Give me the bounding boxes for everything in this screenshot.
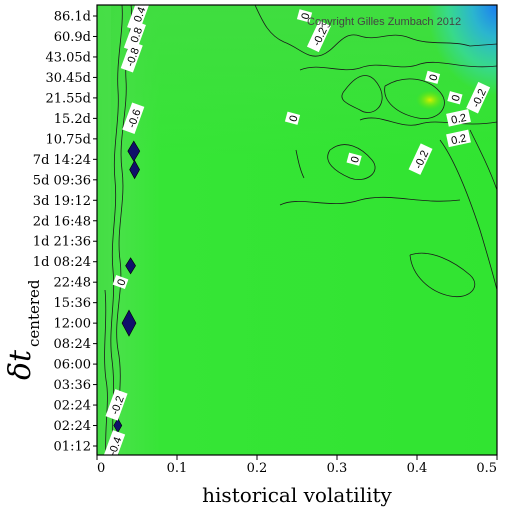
y-tick-label: 5d 09:36 xyxy=(33,173,91,188)
contour-label-box xyxy=(447,91,463,105)
contour-label-box xyxy=(446,109,471,127)
contour-line xyxy=(409,252,476,298)
contour-label-box xyxy=(120,41,143,73)
contour-line xyxy=(104,289,108,456)
y-tick-label: 03:36 xyxy=(54,378,91,393)
contour-label-text: 0 xyxy=(287,114,300,123)
contour-label-box xyxy=(408,143,433,175)
x-axis: 0 0.1 0.2 0.3 0.4 0.5 xyxy=(96,455,498,476)
x-tick-label: 0.5 xyxy=(476,461,497,476)
y-axis: 86.1d 60.9d 43.05d 30.45d 21.55d 15.2d 10.75d 7… xyxy=(33,10,97,455)
contour-label-text: 0 xyxy=(299,12,312,21)
strong-negative-cell xyxy=(129,159,140,180)
y-tick-label: 1d 21:36 xyxy=(33,235,91,250)
y-tick-label: 30.45d xyxy=(45,71,91,86)
contour-label-text: 0 xyxy=(427,73,440,82)
contour-label-box xyxy=(424,70,441,84)
left-edge-strip xyxy=(97,5,111,455)
contour-label-box xyxy=(105,389,128,421)
y-tick-label: 21.55d xyxy=(45,91,91,106)
copyright-notice: Copyright Gilles Zumbach 2012 xyxy=(307,16,461,28)
contour-label: 0 xyxy=(112,275,129,290)
contour-label-text: 0 xyxy=(450,94,463,103)
strong-negative-cell xyxy=(121,309,137,337)
region-positive-peak xyxy=(416,90,444,110)
x-tick-label: 0.2 xyxy=(247,461,268,476)
y-tick-label: 60.9d xyxy=(54,30,91,45)
y-tick-label: 12:00 xyxy=(54,317,91,332)
plot-frame xyxy=(96,4,498,456)
y-tick-label: 02:24 xyxy=(54,399,91,414)
y-tick-label: 08:24 xyxy=(54,337,91,352)
contour-label-text: 0.2 xyxy=(450,112,467,127)
y-tick-label: 2d 16:48 xyxy=(33,214,91,229)
contour-line xyxy=(359,117,498,126)
contour-line xyxy=(299,61,498,71)
contour-line xyxy=(116,4,132,456)
y-tick-label: 86.1d xyxy=(54,10,91,25)
contour-label-text: 0 xyxy=(349,155,362,164)
contour-label-text: 0.2 xyxy=(450,132,467,147)
y-axis-title-sub: centered xyxy=(25,279,43,347)
y-tick-label: 02:24 xyxy=(54,419,91,434)
contour-line xyxy=(469,129,498,191)
contour-line xyxy=(439,139,498,291)
contour-label-box xyxy=(306,20,331,53)
contour-label: 0 xyxy=(447,91,463,105)
contour-label-box xyxy=(466,81,491,114)
contour-label: 0 xyxy=(346,152,362,166)
contour-line xyxy=(279,196,461,206)
y-tick-label: 43.05d xyxy=(45,50,91,65)
contour-line xyxy=(384,78,445,120)
contour-label-box xyxy=(284,111,301,125)
contour-label-box xyxy=(122,102,145,134)
contour-label-box xyxy=(346,152,362,166)
y-tick-label: 1d 08:24 xyxy=(33,255,91,270)
contour-line xyxy=(254,4,498,57)
y-tick-label: 01:12 xyxy=(54,440,91,455)
x-tick-label: 0.1 xyxy=(167,461,188,476)
contour-label: 0.2 xyxy=(446,109,471,127)
contour-label: 0 xyxy=(424,70,441,84)
y-axis-title-main: δt xyxy=(3,349,38,380)
contour-line xyxy=(341,75,383,113)
x-tick-label: 0 xyxy=(97,461,105,476)
contour-label-box xyxy=(296,9,313,23)
contour-label-text: 0 xyxy=(115,278,128,288)
strong-negative-cells xyxy=(113,140,141,434)
y-tick-label: 06:00 xyxy=(54,358,91,373)
strong-negative-cell xyxy=(127,140,141,162)
contour-label: 0 xyxy=(284,111,301,125)
y-tick-label: 22:48 xyxy=(54,276,91,291)
y-tick-label: 15:36 xyxy=(54,296,91,311)
contour-label-box xyxy=(112,275,129,290)
y-axis-title: δt centered xyxy=(3,279,43,380)
contour-lines xyxy=(104,4,498,456)
contour-line xyxy=(110,4,123,456)
x-axis-title: historical volatility xyxy=(202,483,392,507)
y-tick-label: 3d 19:12 xyxy=(33,194,91,209)
contour-line xyxy=(295,149,305,179)
strong-negative-cell xyxy=(125,257,136,275)
y-tick-label: 7d 14:24 xyxy=(33,153,91,168)
contour-label: 0.2 xyxy=(446,129,471,148)
contour-label-box xyxy=(103,430,126,462)
y-tick-label: 15.2d xyxy=(54,112,91,127)
contour-label-box xyxy=(446,129,471,148)
x-tick-label: 0.3 xyxy=(327,461,348,476)
y-tick-label: 10.75d xyxy=(45,132,91,147)
contour-line xyxy=(327,144,376,180)
contour-label: 0 xyxy=(296,9,313,23)
x-tick-label: 0.4 xyxy=(407,461,428,476)
